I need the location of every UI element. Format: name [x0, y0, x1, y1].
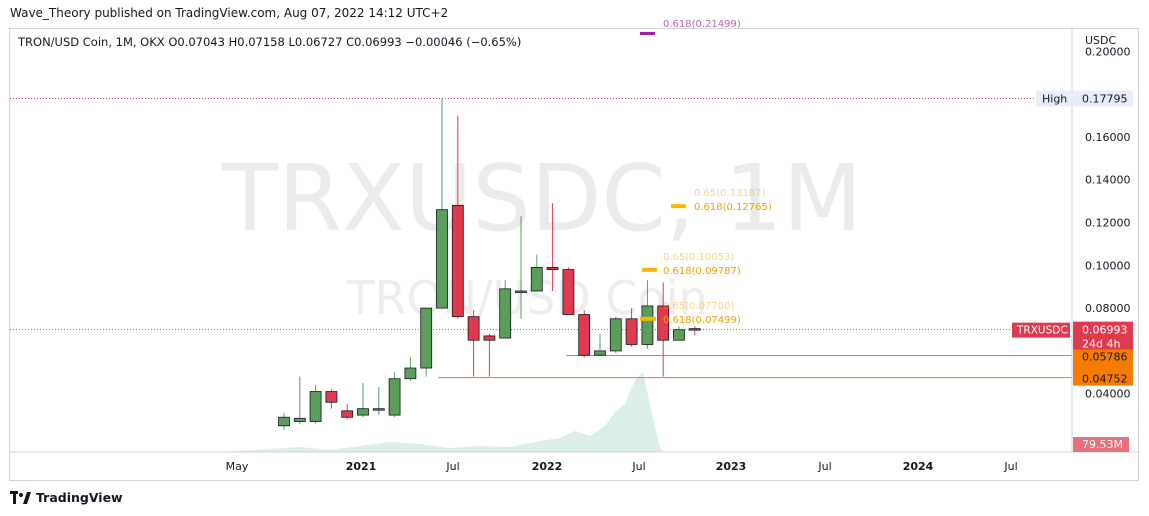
legend-close: 0.06993	[354, 35, 402, 49]
fib-level-faint-label: 0.65(0.10053)	[663, 252, 735, 263]
candle-body	[673, 329, 685, 341]
chart-frame	[9, 28, 1139, 481]
last-price: 0.06993	[1082, 324, 1128, 337]
x-tick-label: Jul	[1003, 460, 1017, 473]
x-tick-label: 2021	[346, 460, 377, 473]
high-value-box	[1073, 90, 1133, 107]
y-tick-label: 0.14000	[1085, 174, 1131, 187]
candle-body	[609, 318, 622, 352]
candle-body	[625, 318, 638, 345]
x-tick-label: 2023	[716, 460, 747, 473]
support-zone-box	[1073, 349, 1133, 386]
x-tick-label: May	[226, 460, 249, 473]
candle-body	[357, 408, 369, 416]
candles	[278, 98, 701, 431]
candle-body	[451, 204, 464, 318]
publisher-line: Wave_Theory published on TradingView.com…	[10, 6, 449, 20]
high-tag-box	[1036, 90, 1072, 107]
support-value-2: 0.04752	[1082, 373, 1128, 386]
volume-area	[220, 372, 665, 452]
fib-level-faint-label: 0.65(0.07700)	[663, 301, 735, 312]
candle-body	[578, 314, 591, 356]
candle-body	[594, 350, 606, 356]
candle-body	[420, 307, 433, 369]
fib-level-bar	[671, 204, 686, 209]
volume-layer	[220, 372, 665, 452]
candle-body	[499, 288, 512, 339]
legend-symbol: TRON/USD Coin, 1M, OKX	[18, 35, 165, 49]
candle-body	[436, 209, 448, 309]
fib-levels: 0.65(0.13187) 0.618(0.12765) 0.65(0.10053)…	[640, 19, 772, 326]
y-tick-label: 0.08000	[1085, 302, 1131, 315]
candle-body	[641, 305, 654, 345]
candle-body	[546, 267, 559, 270]
fib-level-label: 0.618(0.09787)	[663, 266, 741, 277]
candle-body	[483, 335, 496, 341]
volume-tag-box	[1073, 437, 1129, 452]
candle-body	[388, 378, 401, 416]
axis-currency: USDC	[1085, 34, 1117, 47]
candle-body	[341, 410, 354, 418]
x-axis: May 2021 Jul 2022 Jul 2023 Jul 2024 Jul	[226, 460, 1018, 473]
candle-body	[688, 328, 701, 331]
candle-body	[372, 408, 385, 411]
high-tag-label: High	[1042, 92, 1067, 105]
y-tick-label: 0.10000	[1085, 259, 1131, 272]
symbol-tag-box	[1012, 322, 1070, 338]
x-tick-label: Jul	[631, 460, 645, 473]
candle-body	[278, 416, 290, 427]
candle-body	[404, 367, 417, 380]
candle-body	[325, 391, 338, 403]
fib-level-bar	[640, 316, 656, 321]
x-tick-label: 2022	[532, 460, 563, 473]
y-axis: 0.20000 0.16000 0.14000 0.12000 0.10000 0.080…	[1085, 45, 1131, 400]
y-tick-label: 0.16000	[1085, 131, 1131, 144]
fib-level-label: 0.618(0.12765)	[694, 202, 772, 213]
top-cut-fib-label: 0.618(0.21499)	[663, 19, 741, 30]
fib-level-label: 0.618(0.07499)	[663, 315, 741, 326]
candle-body	[530, 267, 543, 292]
candle-body	[309, 391, 322, 422]
legend-open: 0.07043	[177, 35, 225, 49]
symbol-tag: TRXUSDC	[1016, 325, 1068, 337]
legend-close-label: C	[346, 35, 355, 49]
candle-body	[293, 417, 306, 422]
legend-open-label: O	[168, 35, 178, 49]
legend-change: −0.00046 (−0.65%)	[405, 35, 522, 49]
bar-countdown: 24d 4h	[1082, 338, 1120, 351]
tradingview-logo-icon	[10, 490, 31, 504]
last-price-box	[1073, 321, 1133, 352]
high-value: 0.17795	[1082, 92, 1128, 105]
candle-body	[467, 316, 480, 341]
x-tick-label: Jul	[445, 460, 459, 473]
y-tick-label: 0.04000	[1085, 388, 1131, 401]
support-value-1: 0.05786	[1082, 350, 1128, 363]
x-tick-label: Jul	[817, 460, 831, 473]
ohlc-legend: TRON/USD Coin, 1M, OKX O0.07043 H0.07158…	[18, 35, 521, 49]
legend-high-label: H	[228, 35, 238, 49]
watermark-main: TRXUSDC, 1M	[221, 145, 862, 252]
volume-tag: 79.53M	[1082, 438, 1123, 451]
candle-body	[657, 305, 670, 341]
y-tick-label: 0.20000	[1085, 45, 1131, 58]
candle-body	[515, 290, 527, 293]
fib-level-bar	[642, 267, 657, 272]
candle-body	[562, 269, 575, 315]
tradingview-footer[interactable]: TradingView	[10, 490, 123, 505]
fib-level-faint-label: 0.65(0.13187)	[694, 188, 766, 199]
y-tick-label: 0.12000	[1085, 217, 1131, 230]
footer-brand: TradingView	[36, 490, 123, 505]
legend-low: 0.06727	[294, 35, 343, 49]
legend-high: 0.07158	[237, 35, 285, 49]
top-cut-fib-bar	[640, 32, 655, 35]
legend-low-label: L	[288, 35, 295, 49]
x-tick-label: 2024	[903, 460, 934, 473]
level-lines	[10, 97, 1072, 379]
